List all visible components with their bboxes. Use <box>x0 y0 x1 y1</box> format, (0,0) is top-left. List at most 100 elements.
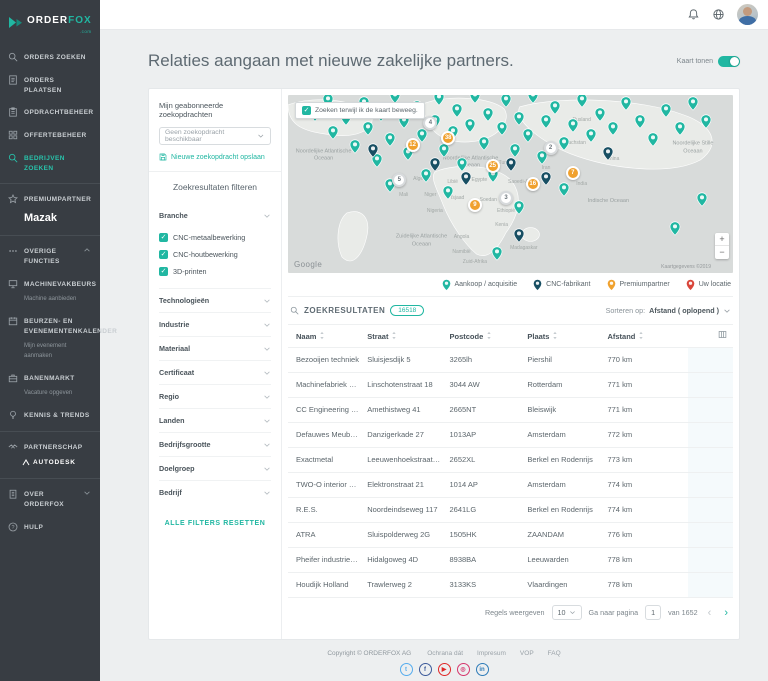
sidebar-item-partnerschap[interactable]: PARTNERSCHAP <box>0 436 100 459</box>
instagram-icon[interactable]: ◎ <box>457 663 470 676</box>
filter-section-technologieën[interactable]: Technologieën <box>159 288 271 312</box>
filter-section-materiaal[interactable]: Materiaal <box>159 336 271 360</box>
sort-dropdown[interactable]: Sorteren op: Afstand ( oplopend ) <box>606 306 731 315</box>
zoom-out-button[interactable]: − <box>715 246 729 259</box>
map-pin-acquisition[interactable] <box>478 136 489 156</box>
map-pin-acquisition[interactable] <box>647 132 658 152</box>
filter-checkbox-3d-printen[interactable]: ✓3D-printen <box>159 263 271 280</box>
map-pin-acquisition[interactable] <box>594 107 605 127</box>
filter-section-industrie[interactable]: Industrie <box>159 312 271 336</box>
cell-action[interactable] <box>688 547 733 572</box>
sidebar-subitem-label[interactable]: Mijn evenement aanmaken <box>0 342 100 366</box>
map-pin-acquisition[interactable] <box>607 121 618 141</box>
user-avatar[interactable] <box>737 4 758 25</box>
map-pin-acquisition[interactable] <box>349 139 360 159</box>
map-cluster-orange[interactable]: 25 <box>486 159 500 173</box>
map-pin-acquisition[interactable] <box>385 132 396 152</box>
map-pin-acquisition[interactable] <box>327 125 338 145</box>
map-toggle-switch[interactable] <box>718 56 740 67</box>
footer-link-vop[interactable]: VOP <box>520 650 534 657</box>
sidebar-subitem-label[interactable]: Machine aanbieden <box>0 295 100 310</box>
linkedin-icon[interactable]: in <box>476 663 489 676</box>
sidebar-item-orders-plaatsen[interactable]: ORDERS PLAATSEN <box>0 69 100 102</box>
map-cluster-white[interactable]: 5 <box>392 173 406 187</box>
table-row[interactable]: TWO-O interior design &...Elektronstraat… <box>288 472 733 497</box>
language-globe-icon[interactable] <box>712 8 725 21</box>
table-row[interactable]: Bezooijen techniekSluisjesdijk 53265lhPi… <box>288 347 733 372</box>
filter-checkbox-cnc-houtbewerking[interactable]: ✓CNC-houtbewerking <box>159 246 271 263</box>
map-pin-acquisition[interactable] <box>465 118 476 138</box>
filter-section-doelgroep[interactable]: Doelgroep <box>159 456 271 480</box>
sidebar-subitem-label[interactable]: Vacature opgeven <box>0 389 100 404</box>
mazak-logo[interactable]: Mazak <box>0 211 100 231</box>
autodesk-logo[interactable]: AUTODESK <box>0 458 100 474</box>
map-pin-acquisition[interactable] <box>501 95 512 113</box>
sidebar-item-offertebeheer[interactable]: OFFERTEBEHEER <box>0 124 100 147</box>
filter-section-branche[interactable]: Branche <box>159 204 271 227</box>
map-cluster-white[interactable]: 3 <box>499 191 513 205</box>
map-pin-acquisition[interactable] <box>687 96 698 116</box>
map-pin-acquisition[interactable] <box>527 95 538 109</box>
map-pin-acquisition[interactable] <box>670 221 681 241</box>
cell-action[interactable] <box>688 497 733 522</box>
reset-filters-button[interactable]: ALLE FILTERS RESETTEN <box>159 520 271 527</box>
map-cluster-white[interactable]: 4 <box>423 116 437 130</box>
map-pin-cnc-fabrikant[interactable] <box>541 171 552 191</box>
map-cluster-orange[interactable]: 38 <box>441 131 455 145</box>
footer-link-impresum[interactable]: Impresum <box>477 650 506 657</box>
filter-section-landen[interactable]: Landen <box>159 408 271 432</box>
filter-section-bedrijfsgrootte[interactable]: Bedrijfsgrootte <box>159 432 271 456</box>
map-pin-acquisition[interactable] <box>661 103 672 123</box>
sidebar-item-hulp[interactable]: ?HULP <box>0 516 100 539</box>
search-while-moving-checkbox[interactable]: ✓ Zoeken terwijl ik de kaart beweeg. <box>295 102 425 119</box>
map-cluster-orange[interactable]: 12 <box>406 138 420 152</box>
map-pin-acquisition[interactable] <box>558 182 569 202</box>
map-pin-cnc-fabrikant[interactable] <box>461 171 472 191</box>
orderfox-logo[interactable]: ORDERFOX .com <box>0 0 100 46</box>
map-pin-acquisition[interactable] <box>696 192 707 212</box>
column-header-plaats[interactable]: Plaats <box>519 325 599 347</box>
filter-section-regio[interactable]: Regio <box>159 384 271 408</box>
table-row[interactable]: ExactmetalLeeuwenhoekstraat 102652XLBerk… <box>288 447 733 472</box>
column-header-naam[interactable]: Naam <box>288 325 359 347</box>
footer-link-faq[interactable]: FAQ <box>548 650 561 657</box>
map-pin-cnc-fabrikant[interactable] <box>505 157 516 177</box>
map-pin-acquisition[interactable] <box>558 136 569 156</box>
map-pin-acquisition[interactable] <box>363 121 374 141</box>
table-row[interactable]: ATRASluispolderweg 2G1505HKZAANDAM776 km <box>288 522 733 547</box>
sidebar-item-premiumpartner[interactable]: PREMIUMPARTNER <box>0 188 100 211</box>
results-tab[interactable]: ZOEKRESULTATEN 16518 <box>290 305 424 316</box>
column-header-afstand[interactable]: Afstand <box>599 325 688 347</box>
sidebar-item-beurzen-evenementenkalender[interactable]: BEURZEN- EN EVENEMENTENKALENDER <box>0 310 100 343</box>
zoom-in-button[interactable]: + <box>715 233 729 246</box>
table-row[interactable]: Machinefabriek Heijnen BVLinschotenstraa… <box>288 372 733 397</box>
sidebar-item-kennis-trends[interactable]: KENNIS & TRENDS <box>0 404 100 427</box>
table-row[interactable]: CC Engineering BVAmethistweg 412665NTBle… <box>288 397 733 422</box>
map-cluster-orange[interactable]: 16 <box>526 177 540 191</box>
table-row[interactable]: Houdijk HollandTrawlerweg 23133KSVlaardi… <box>288 572 733 597</box>
sidebar-item-bedrijven-zoeken[interactable]: BEDRIJVEN ZOEKEN <box>0 147 100 180</box>
map-pin-cnc-fabrikant[interactable] <box>429 157 440 177</box>
next-page-button[interactable]: › <box>721 607 731 619</box>
filter-checkbox-cnc-metaalbewerking[interactable]: ✓CNC-metaalbewerking <box>159 229 271 246</box>
map-cluster-white[interactable]: 2 <box>544 141 558 155</box>
cell-action[interactable] <box>688 347 733 372</box>
saved-search-select[interactable]: Geen zoekopdracht beschikbaar <box>159 127 271 145</box>
new-search-link[interactable]: Nieuwe zoekopdracht opslaan <box>159 153 271 161</box>
sidebar-item-over-orderfox[interactable]: OVER ORDERFOX <box>0 483 100 516</box>
cell-action[interactable] <box>688 372 733 397</box>
sidebar-item-machinevakbeurs[interactable]: MACHINEVAKBEURS <box>0 273 100 296</box>
map-pin-acquisition[interactable] <box>567 118 578 138</box>
sidebar-item-overige-functies[interactable]: OVERIGE FUNCTIES <box>0 240 100 273</box>
map-pin-cnc-fabrikant[interactable] <box>603 146 614 166</box>
cell-action[interactable] <box>688 522 733 547</box>
column-header-postcode[interactable]: Postcode <box>442 325 520 347</box>
map-cluster-orange[interactable]: 9 <box>468 198 482 212</box>
column-settings-icon[interactable] <box>718 330 727 339</box>
map-pin-acquisition[interactable] <box>434 95 445 111</box>
rows-per-page-select[interactable]: 10 <box>552 605 582 620</box>
map-pin-acquisition[interactable] <box>674 121 685 141</box>
filter-section-bedrijf[interactable]: Bedrijf <box>159 480 271 504</box>
table-row[interactable]: Pheifer industrie techniekHidalgoweg 4D8… <box>288 547 733 572</box>
map-pin-acquisition[interactable] <box>496 121 507 141</box>
